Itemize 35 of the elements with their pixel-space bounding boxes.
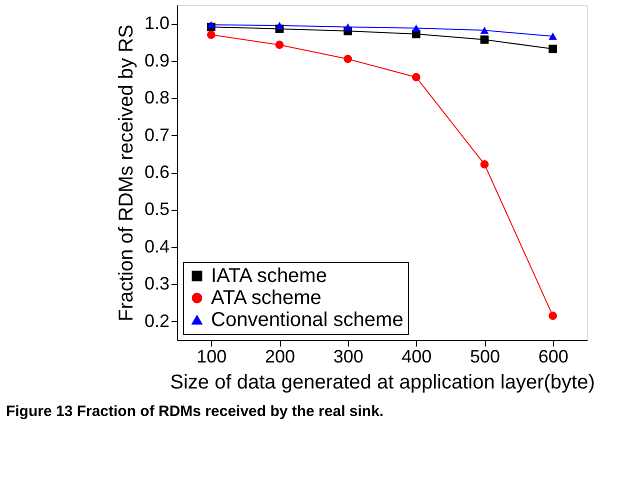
point bbox=[344, 54, 352, 64]
x-tick-label: 400 bbox=[402, 346, 432, 366]
point bbox=[275, 40, 284, 50]
point bbox=[206, 21, 216, 28]
x-tick-label: 300 bbox=[333, 346, 364, 366]
point bbox=[206, 30, 216, 39]
y-tick-label: 0.8 bbox=[144, 88, 170, 108]
point bbox=[480, 35, 489, 44]
y-tick-label: 0.2 bbox=[144, 310, 170, 331]
y-tick-label: 0.7 bbox=[144, 124, 170, 145]
point bbox=[548, 32, 558, 40]
legend-label: Conventional scheme bbox=[211, 309, 404, 331]
y-tick-label: 0.5 bbox=[144, 199, 170, 220]
x-axis-title: Size of data generated at application layer(byte) bbox=[170, 372, 595, 394]
y-tick-label: 0.6 bbox=[144, 162, 170, 182]
point bbox=[480, 26, 489, 34]
y-tick-label: 0.4 bbox=[144, 236, 170, 256]
point bbox=[275, 22, 284, 30]
x-tick-label: 100 bbox=[196, 346, 227, 366]
point bbox=[548, 312, 558, 320]
x-tick-label: 500 bbox=[470, 346, 500, 366]
y-tick-label: 1.0 bbox=[144, 13, 170, 34]
legend-label: IATA scheme bbox=[211, 265, 327, 287]
point bbox=[412, 24, 420, 32]
y-axis-title: Fraction of RDMs received by RS bbox=[115, 24, 138, 322]
point bbox=[480, 160, 489, 168]
legend-label: ATA scheme bbox=[211, 287, 322, 309]
point bbox=[548, 44, 558, 54]
point bbox=[412, 73, 420, 82]
x-tick-label: 600 bbox=[538, 346, 568, 366]
x-tick-label: 200 bbox=[264, 346, 296, 366]
point bbox=[344, 23, 352, 31]
y-tick-label: 0.9 bbox=[144, 50, 170, 70]
caption: Figure 13 Fraction of RDMs received by the real sink. bbox=[6, 403, 384, 420]
y-tick-label: 0.3 bbox=[144, 274, 170, 294]
